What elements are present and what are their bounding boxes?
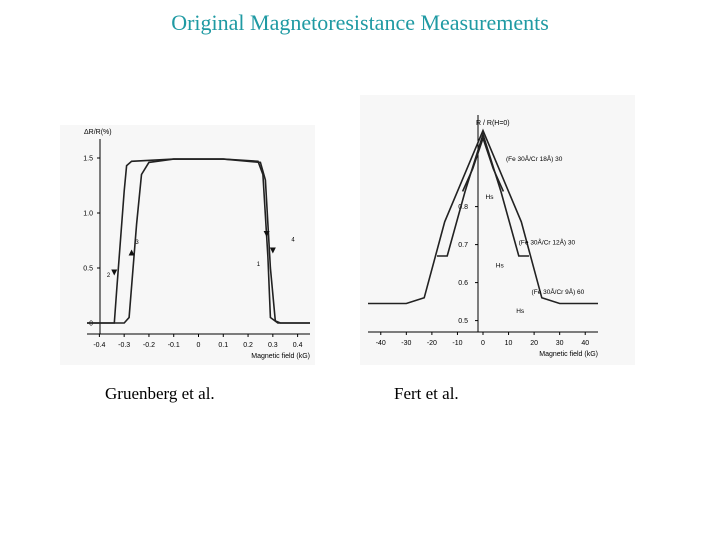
- slide-title: Original Magnetoresistance Measurements: [171, 10, 549, 35]
- curve-annotation: 1: [257, 262, 261, 268]
- fert-chart: -40 -30 -20 -10 0 10 20 30 40 0.5 0.6 0.7 0.8 R / R(H…: [360, 95, 635, 365]
- gruenberg-chart: -0.4 -0.3 -0.2 -0.1 0 0.1 0.2 0.3 0.4 0 0.5 1.0 1.5 Δ…: [60, 125, 315, 365]
- x-tick-label: 0: [197, 342, 201, 349]
- y-tick-label: 0: [89, 321, 93, 328]
- series-line-1: [87, 158, 310, 324]
- y-tick-label: 1.0: [83, 211, 93, 218]
- y-axis-label: R / R(H=0): [476, 120, 510, 127]
- y-tick-label: 1.5: [83, 156, 93, 163]
- x-tick-label: -0.4: [93, 342, 105, 349]
- saturation-field-label: Hs: [516, 308, 525, 315]
- x-tick-label: -0.3: [118, 342, 130, 349]
- series-line-2: [87, 158, 310, 324]
- x-tick-label: -0.2: [143, 342, 155, 349]
- x-axis-label: Magnetic field (kG): [539, 351, 598, 358]
- x-tick-label: 0.1: [218, 342, 228, 349]
- x-tick-label: 0: [481, 340, 485, 347]
- direction-arrow: [128, 249, 135, 256]
- series-legend-label: (Fe 30Å/Cr 18Å) 30: [506, 154, 563, 163]
- x-tick-label: -0.1: [168, 342, 180, 349]
- x-tick-label: -20: [427, 340, 437, 347]
- y-tick-label: 0.8: [458, 204, 468, 211]
- curve-annotation: 3: [135, 240, 139, 246]
- x-tick-label: 10: [505, 340, 513, 347]
- x-tick-label: -40: [376, 340, 386, 347]
- x-tick-label: -10: [452, 340, 462, 347]
- direction-arrow: [269, 247, 276, 254]
- saturation-field-label: Hs: [486, 194, 495, 201]
- y-axis-label: ΔR/R(%): [84, 129, 112, 136]
- x-axis-label: Magnetic field (kG): [251, 353, 310, 360]
- curve-annotation: 2: [107, 273, 111, 279]
- fert-chart-svg: -40 -30 -20 -10 0 10 20 30 40 0.5 0.6 0.7 0.8 R / R(H…: [368, 115, 598, 358]
- series-legend-label: (Fe 30Å/Cr 9Å) 60: [532, 287, 585, 296]
- saturation-field-label: Hs: [496, 262, 505, 269]
- caption-fert: Fert et al.: [394, 384, 459, 403]
- x-tick-label: 0.2: [243, 342, 253, 349]
- series-legend-label: (Fe 30Å/Cr 12Å) 30: [519, 238, 576, 247]
- curve-annotation: 4: [291, 238, 295, 244]
- series-line-3: [368, 128, 598, 305]
- y-tick-label: 0.7: [458, 242, 468, 249]
- x-tick-label: 30: [556, 340, 564, 347]
- gruenberg-chart-svg: -0.4 -0.3 -0.2 -0.1 0 0.1 0.2 0.3 0.4 0 0.5 1.0 1.5 Δ…: [83, 129, 310, 360]
- caption-gruenberg: Gruenberg et al.: [105, 384, 215, 403]
- y-tick-label: 0.6: [458, 280, 468, 287]
- x-tick-label: 0.4: [293, 342, 303, 349]
- direction-arrow: [263, 231, 270, 237]
- series-line-2: [437, 131, 529, 257]
- y-tick-label: 0.5: [458, 318, 468, 325]
- y-tick-label: 0.5: [83, 266, 93, 273]
- direction-arrow: [111, 269, 118, 276]
- x-tick-label: -30: [401, 340, 411, 347]
- x-tick-label: 40: [581, 340, 589, 347]
- x-tick-label: 0.3: [268, 342, 278, 349]
- x-tick-label: 20: [530, 340, 538, 347]
